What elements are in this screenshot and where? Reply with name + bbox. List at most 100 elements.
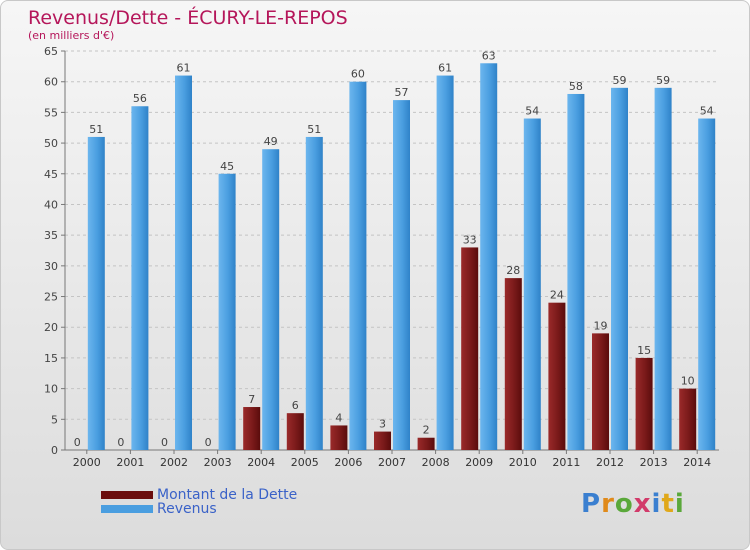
y-tick-label: 45	[44, 168, 58, 181]
x-tick-label-2000: 2000	[73, 456, 101, 469]
data-label-debt-2012: 19	[594, 319, 608, 332]
data-label-revenus-2012: 59	[613, 74, 627, 87]
data-label-debt-2014: 10	[681, 375, 695, 388]
data-label-debt-2008: 2	[423, 424, 430, 437]
x-tick-label-2011: 2011	[552, 456, 580, 469]
data-label-revenus-2008: 61	[438, 62, 452, 75]
x-tick-label-2012: 2012	[596, 456, 624, 469]
data-label-revenus-2003: 45	[220, 160, 234, 173]
legend-swatch-revenus	[101, 505, 153, 513]
logo-letter: r	[601, 489, 615, 519]
data-label-revenus-2000: 51	[89, 123, 103, 136]
bar-revenus-2003	[218, 173, 236, 450]
y-tick-label: 50	[44, 137, 58, 150]
bar-revenus-2010	[523, 118, 541, 451]
legend-label-revenus: Revenus	[157, 501, 217, 517]
bars	[87, 63, 716, 451]
logo-letter: i	[674, 489, 685, 519]
data-label-debt-2002: 0	[161, 436, 168, 449]
y-axis-ticks: 0 5 10 15 20 25 30 35 40 45 50 55 60 65	[44, 45, 66, 457]
bar-debt-2008	[417, 437, 435, 450]
x-tick-label-2014: 2014	[683, 456, 711, 469]
y-tick-label: 5	[51, 413, 58, 426]
bar-revenus-2000	[87, 136, 105, 450]
chart-subtitle: (en milliers d'€)	[28, 29, 115, 42]
y-tick-label: 60	[44, 76, 58, 89]
bar-debt-2014	[679, 388, 697, 450]
y-tick-label: 40	[44, 198, 58, 211]
data-label-debt-2004: 7	[248, 393, 255, 406]
legend-item-revenus: Revenus	[101, 501, 217, 517]
data-label-debt-2005: 6	[292, 399, 299, 412]
bar-debt-2011	[548, 302, 566, 450]
logo-letter: t	[661, 489, 675, 519]
y-tick-label: 55	[44, 106, 58, 119]
x-tick-label-2007: 2007	[378, 456, 406, 469]
data-label-debt-2001: 0	[117, 436, 124, 449]
y-tick-label: 0	[51, 444, 58, 457]
logo-letter: P	[581, 489, 602, 519]
x-tick-label-2009: 2009	[465, 456, 493, 469]
x-tick-label-2004: 2004	[247, 456, 275, 469]
data-label-debt-2011: 24	[550, 289, 564, 302]
y-tick-label: 15	[44, 352, 58, 365]
data-label-debt-2009: 33	[463, 233, 477, 246]
y-tick-label: 20	[44, 321, 58, 334]
x-tick-label-2003: 2003	[204, 456, 232, 469]
bar-revenus-2009	[480, 63, 498, 451]
bar-debt-2012	[592, 333, 609, 450]
bar-revenus-2013	[654, 87, 672, 450]
x-axis-ticks: 2000 2001 2002 2003 2004 2005 2006 2007 2008 2009…	[73, 450, 711, 469]
bar-debt-2013	[635, 357, 653, 450]
bar-debt-2007	[374, 431, 391, 450]
data-label-revenus-2007: 57	[395, 86, 409, 99]
x-tick-label-2005: 2005	[291, 456, 319, 469]
bar-revenus-2008	[436, 75, 454, 451]
logo-letter: o	[614, 489, 634, 519]
data-label-revenus-2002: 61	[177, 62, 191, 75]
x-tick-label-2010: 2010	[509, 456, 537, 469]
grid-lines	[65, 50, 719, 451]
x-tick-label-2006: 2006	[334, 456, 362, 469]
data-label-revenus-2006: 60	[351, 68, 365, 81]
bar-revenus-2014	[698, 118, 716, 451]
data-label-revenus-2010: 54	[525, 105, 539, 118]
x-tick-label-2001: 2001	[116, 456, 144, 469]
bar-revenus-2012	[611, 87, 628, 450]
data-label-debt-2003: 0	[205, 436, 212, 449]
bar-debt-2004	[243, 407, 261, 450]
bar-revenus-2001	[131, 106, 149, 450]
bar-revenus-2002	[175, 75, 192, 451]
data-labels: 0 51 0 56 0 61 0 45 7 49 6 51 4 60 3 57 2 61 33 63 28 54 24 58 1…	[74, 49, 714, 449]
data-label-revenus-2005: 51	[307, 123, 321, 136]
data-label-debt-2000: 0	[74, 436, 81, 449]
chart-title: Revenus/Dette - ÉCURY-LE-REPOS	[28, 7, 348, 29]
y-tick-label: 25	[44, 291, 58, 304]
y-tick-label: 30	[44, 260, 58, 273]
legend-label-debt: Montant de la Dette	[157, 487, 298, 503]
data-label-revenus-2001: 56	[133, 92, 147, 105]
data-label-revenus-2004: 49	[264, 135, 278, 148]
legend-item-debt: Montant de la Dette	[101, 487, 297, 503]
data-label-revenus-2011: 58	[569, 80, 583, 93]
x-tick-label-2013: 2013	[640, 456, 668, 469]
x-tick-label-2002: 2002	[160, 456, 188, 469]
bar-revenus-2005	[305, 136, 323, 450]
data-label-debt-2007: 3	[379, 418, 386, 431]
data-label-revenus-2013: 59	[656, 74, 670, 87]
y-tick-label: 35	[44, 229, 58, 242]
bar-debt-2006	[330, 425, 348, 450]
logo-letter: i	[651, 489, 662, 519]
bar-revenus-2006	[349, 81, 367, 450]
bar-revenus-2011	[567, 93, 585, 450]
bar-debt-2010	[504, 278, 522, 450]
data-label-revenus-2009: 63	[482, 49, 496, 62]
bar-debt-2005	[286, 413, 304, 450]
data-label-revenus-2014: 54	[700, 105, 714, 118]
bar-revenus-2004	[262, 149, 280, 450]
bar-revenus-2007	[393, 100, 410, 450]
data-label-debt-2006: 4	[335, 411, 342, 424]
bar-debt-2009	[461, 247, 479, 450]
